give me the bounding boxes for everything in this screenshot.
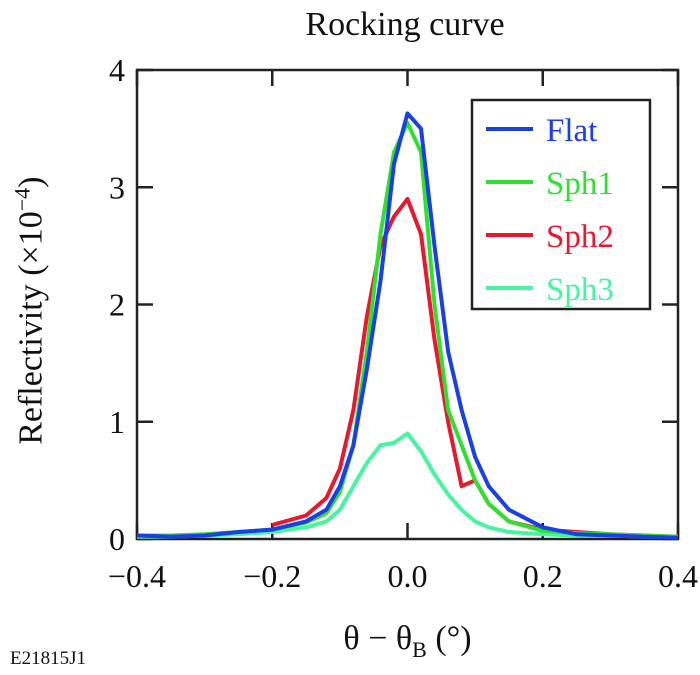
- legend-label-sph1: Sph1: [546, 166, 614, 202]
- y-tick-label: 1: [109, 404, 125, 440]
- legend-label-sph3: Sph3: [546, 272, 614, 308]
- figure-code: E21815J1: [10, 648, 86, 669]
- x-tick-label: 0.2: [523, 558, 563, 594]
- y-tick-label: 0: [109, 521, 125, 557]
- x-tick-label: 0.4: [658, 558, 698, 594]
- y-tick-label: 3: [109, 169, 125, 205]
- y-axis-label: Reflectivity (×10−4): [9, 176, 50, 445]
- series-line-sph3: [137, 431, 678, 539]
- x-tick-label: 0.0: [388, 558, 428, 594]
- legend-label-flat: Flat: [546, 113, 597, 149]
- legend-box: [470, 98, 652, 311]
- x-tick-label: −0.4: [108, 558, 166, 594]
- chart-title: Rocking curve: [305, 6, 505, 43]
- x-tick-label: −0.2: [243, 558, 301, 594]
- legend-label-sph2: Sph2: [546, 219, 614, 255]
- y-tick-label: 4: [109, 52, 125, 88]
- y-tick-label: 2: [109, 287, 125, 323]
- series-line-flat: [136, 111, 679, 540]
- x-axis-label: θ − θB (°): [343, 620, 472, 662]
